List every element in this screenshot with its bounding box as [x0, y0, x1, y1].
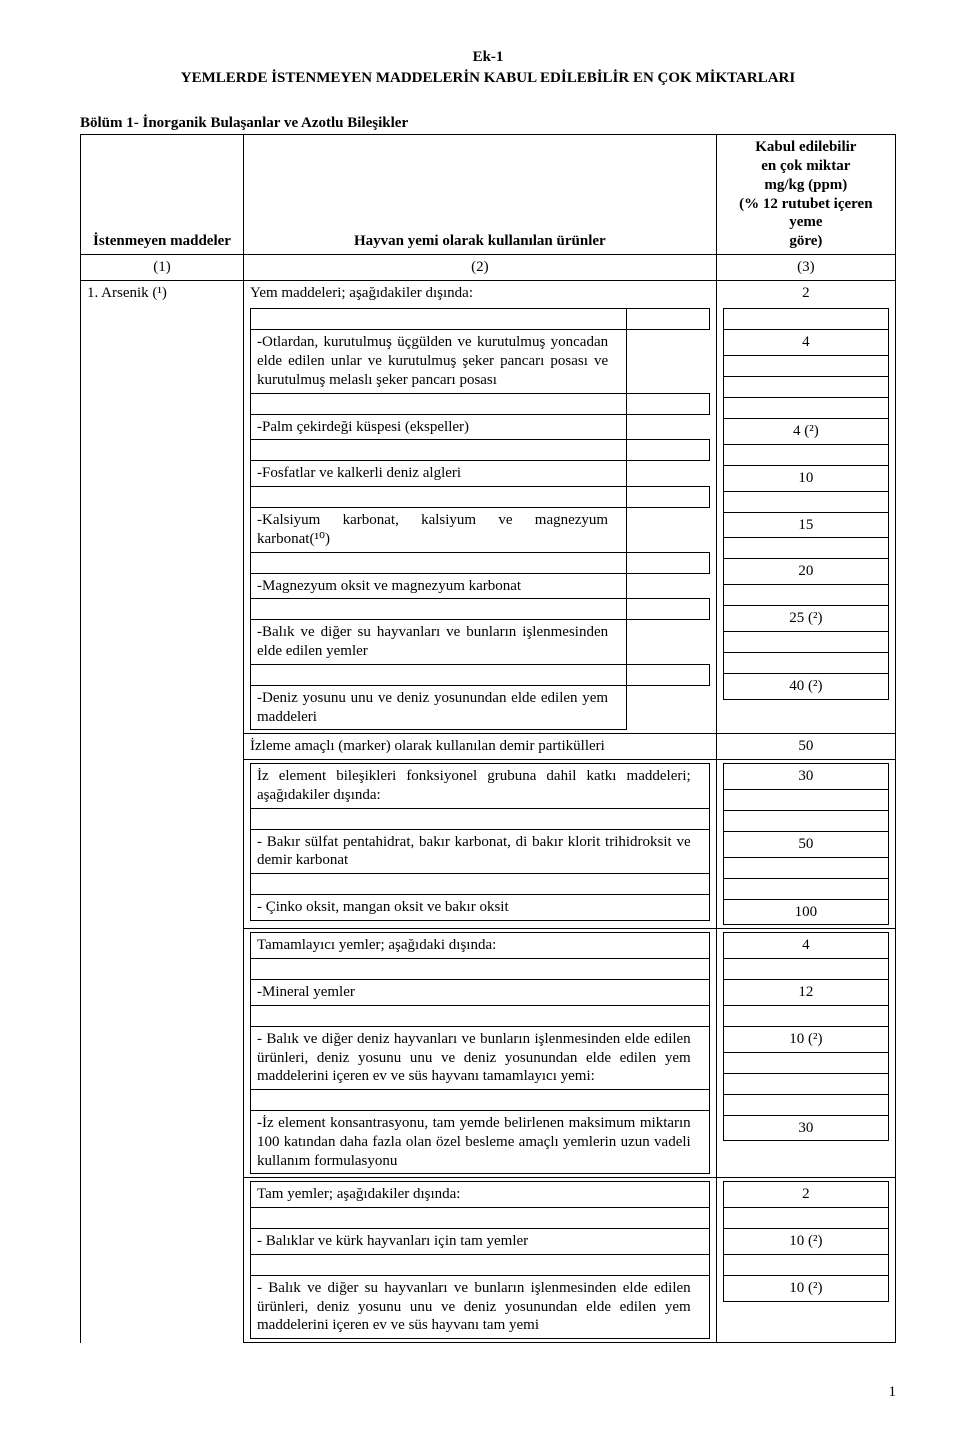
- annex-label: Ek-1: [80, 48, 896, 67]
- row-val: 2: [716, 280, 895, 305]
- header-col3-l5: göre): [789, 233, 822, 249]
- row-desc: İzleme amaçlı (marker) olarak kullanılan…: [244, 734, 717, 760]
- row-val: 4 (²): [723, 419, 888, 445]
- row-val: 12: [723, 980, 888, 1006]
- row-desc: - Balıklar ve kürk hayvanları için tam y…: [251, 1229, 710, 1255]
- header-col3-l1: Kabul edilebilir: [755, 139, 856, 155]
- row-desc: -Mineral yemler: [251, 980, 710, 1006]
- inner-values-3: 4 12 10 (²) 30: [723, 932, 889, 1141]
- row-desc: -Kalsiyum karbonat, kalsiyum ve magnezyu…: [251, 508, 627, 553]
- row-val: 4: [723, 330, 888, 356]
- row-val: 15: [723, 512, 888, 538]
- row-desc: Yem maddeleri; aşağıdakiler dışında:: [244, 280, 717, 305]
- row-val: 50: [716, 734, 895, 760]
- row-desc: -Balık ve diğer su hayvanları ve bunları…: [251, 620, 627, 665]
- colnum-1: (1): [81, 254, 244, 280]
- header-col3-l3: mg/kg (ppm): [764, 177, 847, 193]
- header-col3-l2: en çok miktar: [761, 158, 850, 174]
- row-desc: - Çinko oksit, mangan oksit ve bakır oks…: [251, 895, 710, 921]
- colnum-3: (3): [716, 254, 895, 280]
- row-desc: -İz element konsantrasyonu, tam yemde be…: [251, 1111, 710, 1174]
- row-val: 10 (²): [723, 1026, 888, 1052]
- inner-block-1: -Otlardan, kurutulmuş üçgülden ve kurutu…: [250, 308, 710, 730]
- row-val: 10 (²): [723, 1229, 888, 1255]
- row-val: 10 (²): [723, 1275, 888, 1301]
- row-val: 30: [723, 764, 888, 790]
- inner-values-2: 30 50 100: [723, 763, 889, 925]
- limits-table: İstenmeyen maddeler Hayvan yemi olarak k…: [80, 134, 896, 1343]
- row-val: 30: [723, 1115, 888, 1141]
- row-val: 10: [723, 465, 888, 491]
- row-desc: Tam yemler; aşağıdakiler dışında:: [251, 1182, 710, 1208]
- row-desc: -Otlardan, kurutulmuş üçgülden ve kurutu…: [251, 330, 627, 393]
- row-val: 100: [723, 899, 888, 925]
- row-val: 20: [723, 559, 888, 585]
- row-val: 2: [723, 1182, 888, 1208]
- row-desc: -Deniz yosunu unu ve deniz yosunundan el…: [251, 685, 627, 730]
- colnum-2: (2): [244, 254, 717, 280]
- inner-values-4: 2 10 (²) 10 (²): [723, 1181, 889, 1301]
- row-desc: İz element bileşikleri fonksiyonel grubu…: [251, 764, 710, 809]
- header-col2: Hayvan yemi olarak kullanılan ürünler: [244, 135, 717, 255]
- substance-cell: 1. Arsenik (¹): [81, 280, 244, 1343]
- inner-block-2: İz element bileşikleri fonksiyonel grubu…: [250, 763, 710, 921]
- header-col3: Kabul edilebilir en çok miktar mg/kg (pp…: [716, 135, 895, 255]
- header-col1: İstenmeyen maddeler: [81, 135, 244, 255]
- inner-values-1: 4 4 (²) 10 15 20 25 (²) 40 (²): [723, 308, 889, 699]
- row-val: 50: [723, 831, 888, 857]
- inner-block-3: Tamamlayıcı yemler; aşağıdaki dışında: -…: [250, 932, 710, 1174]
- row-desc: - Balık ve diğer deniz hayvanları ve bun…: [251, 1026, 710, 1089]
- row-desc: -Palm çekirdeği küspesi (ekspeller): [251, 414, 627, 440]
- row-val: 40 (²): [723, 673, 888, 699]
- header-col3-l4: (% 12 rutubet içeren yeme: [739, 196, 872, 231]
- row-desc: - Bakır sülfat pentahidrat, bakır karbon…: [251, 829, 710, 874]
- row-val: 4: [723, 933, 888, 959]
- row-desc: Tamamlayıcı yemler; aşağıdaki dışında:: [251, 933, 710, 959]
- inner-block-4: Tam yemler; aşağıdakiler dışında: - Balı…: [250, 1181, 710, 1339]
- row-desc: -Magnezyum oksit ve magnezyum karbonat: [251, 573, 627, 599]
- row-desc: -Fosfatlar ve kalkerli deniz algleri: [251, 461, 627, 487]
- row-desc: - Balık ve diğer su hayvanları ve bunlar…: [251, 1275, 710, 1338]
- page-number: 1: [80, 1383, 896, 1402]
- page-title: YEMLERDE İSTENMEYEN MADDELERİN KABUL EDİ…: [80, 69, 896, 88]
- section-heading: Bölüm 1- İnorganik Bulaşanlar ve Azotlu …: [80, 114, 896, 133]
- row-val: 25 (²): [723, 606, 888, 632]
